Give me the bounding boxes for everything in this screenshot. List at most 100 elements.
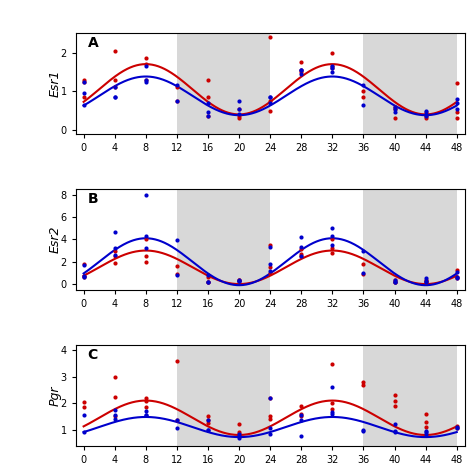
- Point: [173, 97, 181, 105]
- Point: [80, 411, 87, 419]
- Point: [266, 93, 274, 101]
- Point: [328, 236, 336, 243]
- Y-axis label: Esr2: Esr2: [48, 226, 62, 253]
- Point: [391, 109, 398, 116]
- Bar: [364, 33, 457, 134]
- Point: [80, 273, 87, 281]
- Point: [80, 273, 87, 280]
- Point: [111, 83, 118, 91]
- Point: [142, 403, 150, 411]
- Point: [266, 244, 274, 251]
- Point: [111, 373, 118, 381]
- Point: [142, 411, 150, 419]
- Point: [391, 279, 398, 286]
- Point: [204, 417, 212, 424]
- Point: [173, 270, 181, 278]
- Y-axis label: Esr1: Esr1: [48, 70, 62, 97]
- Point: [111, 47, 118, 55]
- Point: [453, 95, 461, 103]
- Point: [328, 383, 336, 391]
- Point: [328, 360, 336, 367]
- Point: [204, 76, 212, 83]
- Point: [80, 428, 87, 436]
- Point: [391, 276, 398, 284]
- Point: [266, 394, 274, 401]
- Bar: [177, 345, 270, 446]
- Point: [235, 97, 243, 105]
- Point: [235, 105, 243, 112]
- Point: [328, 64, 336, 72]
- Point: [142, 245, 150, 252]
- Point: [360, 269, 367, 277]
- Point: [235, 115, 243, 122]
- Point: [266, 264, 274, 271]
- Point: [204, 273, 212, 281]
- Point: [142, 78, 150, 85]
- Point: [204, 419, 212, 427]
- Point: [80, 398, 87, 406]
- Point: [173, 97, 181, 105]
- Point: [298, 252, 305, 260]
- Point: [142, 236, 150, 243]
- Point: [360, 101, 367, 109]
- Point: [142, 60, 150, 68]
- Point: [328, 224, 336, 232]
- Point: [142, 232, 150, 240]
- Point: [453, 275, 461, 283]
- Bar: [364, 189, 457, 290]
- Point: [266, 425, 274, 432]
- Point: [142, 394, 150, 401]
- Point: [173, 271, 181, 279]
- Point: [235, 110, 243, 118]
- Point: [453, 275, 461, 283]
- Point: [391, 420, 398, 428]
- Point: [298, 432, 305, 440]
- Point: [328, 410, 336, 418]
- Point: [422, 110, 429, 118]
- Text: B: B: [88, 192, 98, 206]
- Point: [328, 249, 336, 256]
- Point: [266, 394, 274, 401]
- Point: [111, 259, 118, 267]
- Point: [328, 409, 336, 416]
- Point: [111, 93, 118, 101]
- Point: [204, 279, 212, 286]
- Point: [173, 237, 181, 244]
- Point: [422, 112, 429, 120]
- Point: [422, 418, 429, 426]
- Point: [235, 276, 243, 284]
- Point: [360, 247, 367, 255]
- Point: [422, 277, 429, 284]
- Point: [298, 252, 305, 260]
- Point: [391, 427, 398, 435]
- Point: [453, 422, 461, 429]
- Point: [266, 33, 274, 41]
- Point: [173, 425, 181, 432]
- Point: [453, 273, 461, 281]
- Point: [111, 393, 118, 401]
- Point: [235, 432, 243, 440]
- Point: [298, 410, 305, 418]
- Point: [204, 413, 212, 420]
- Point: [204, 426, 212, 433]
- Point: [266, 99, 274, 107]
- Point: [111, 415, 118, 423]
- Point: [360, 260, 367, 268]
- Point: [204, 112, 212, 120]
- Point: [80, 78, 87, 85]
- Point: [422, 423, 429, 431]
- Point: [235, 420, 243, 428]
- Point: [204, 278, 212, 286]
- Point: [204, 426, 212, 433]
- Point: [422, 279, 429, 286]
- Point: [422, 275, 429, 283]
- Point: [360, 426, 367, 433]
- Point: [142, 407, 150, 415]
- Point: [111, 228, 118, 235]
- Point: [298, 417, 305, 424]
- Point: [266, 415, 274, 423]
- Point: [422, 276, 429, 284]
- Point: [266, 97, 274, 105]
- Point: [204, 99, 212, 107]
- Point: [328, 62, 336, 70]
